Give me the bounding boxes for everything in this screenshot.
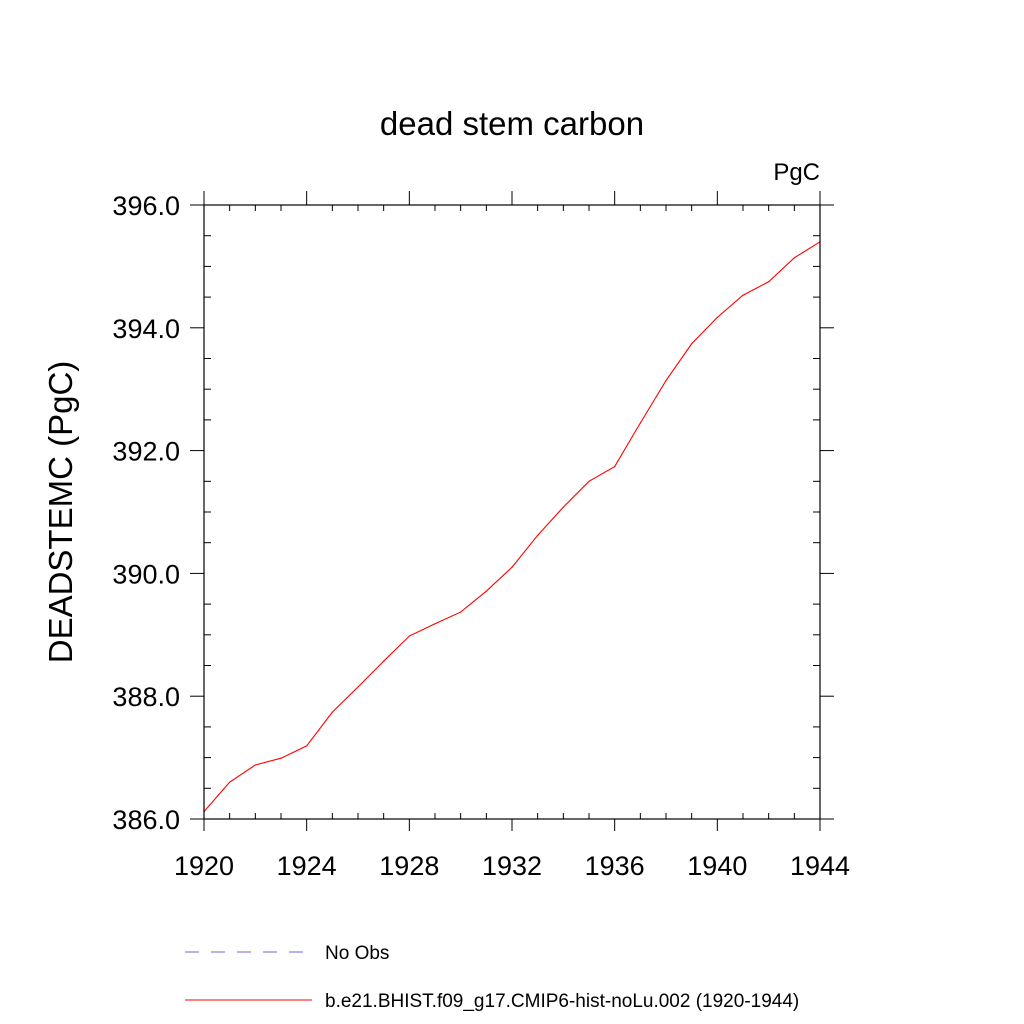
x-tick-label: 1924 [277,851,337,881]
data-point [280,757,282,759]
data-point [768,281,770,283]
data-point [639,422,641,424]
chart-title: dead stem carbon [380,105,644,142]
data-point [537,534,539,536]
x-tick-label: 1944 [790,851,850,881]
x-tick-label: 1928 [379,851,439,881]
data-point [511,566,513,568]
legend-label-1: b.e21.BHIST.f09_g17.CMIP6-hist-noLu.002 … [325,991,799,1012]
data-point [742,294,744,296]
legend: No Obs b.e21.BHIST.f09_g17.CMIP6-hist-noL… [185,943,799,1012]
y-tick-label: 390.0 [112,559,180,589]
data-point [229,781,231,783]
data-point [691,343,693,345]
tick-labels: 1920 1924 1928 1932 1936 1940 1944 386.0 388.0 39… [112,191,850,881]
data-point [357,686,359,688]
x-tick-label: 1936 [585,851,645,881]
x-tick-label: 1932 [482,851,542,881]
x-tick-label: 1940 [687,851,747,881]
data-point [614,465,616,468]
x-tick-label: 1920 [174,851,234,881]
units-label: PgC [773,159,820,186]
data-point [588,480,590,482]
data-point [306,745,308,747]
plot-series [203,241,821,813]
plot-frame [203,204,821,820]
data-point [562,506,564,508]
y-axis-label: DEADSTEMC (PgC) [42,361,79,664]
y-tick-label: 386.0 [112,805,180,835]
y-tick-label: 392.0 [112,437,180,467]
series-line-1 [203,241,821,812]
data-point [383,660,385,662]
data-point [793,257,795,259]
data-point [460,611,462,613]
axis-ticks [190,191,834,831]
data-point [254,764,256,766]
data-point [434,623,436,625]
data-point [716,316,718,318]
y-tick-label: 394.0 [112,314,180,344]
y-tick-label: 396.0 [112,191,180,221]
data-point [665,380,667,382]
legend-label-0: No Obs [325,943,389,964]
data-point [485,590,487,592]
data-point [408,635,410,637]
data-point [331,711,333,713]
y-tick-label: 388.0 [112,682,180,712]
